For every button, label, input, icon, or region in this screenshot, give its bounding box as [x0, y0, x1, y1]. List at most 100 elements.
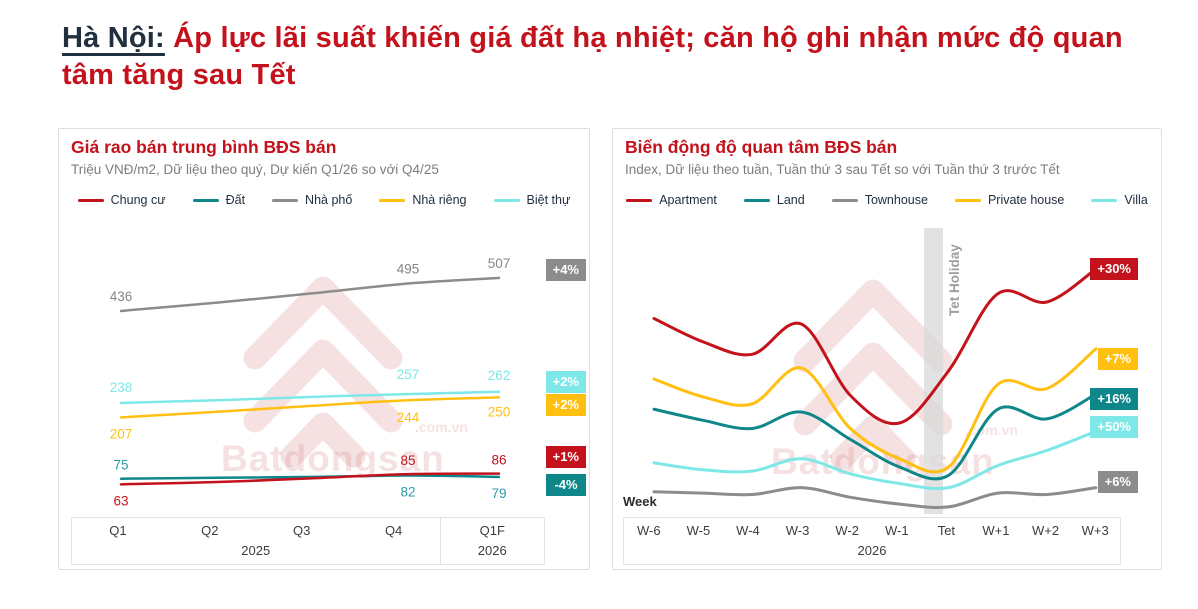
data-label: 85 — [400, 453, 415, 468]
axis-category-label: Tet — [937, 523, 956, 538]
series-line-2 — [119, 276, 501, 313]
price-chart-panel: Giá rao bán trung bình BĐS bán Triệu VNĐ… — [58, 128, 590, 570]
change-badge: +30% — [1090, 258, 1138, 280]
week-axis-label: Week — [623, 494, 657, 509]
page-title: Hà Nội: Áp lực lãi suất khiến giá đất hạ… — [62, 20, 1142, 94]
axis-year-label: 2026 — [857, 543, 887, 558]
data-label: 495 — [397, 262, 420, 277]
axis-year-label: 2025 — [241, 543, 271, 558]
legend-line-marker — [379, 198, 406, 202]
axis-category-label: W+1 — [982, 523, 1010, 538]
change-badge: -4% — [546, 474, 586, 496]
legend-line-marker — [77, 198, 104, 202]
axis-year-label: 2026 — [477, 543, 507, 558]
series-line-3 — [652, 347, 1098, 474]
axis-group: Q1 Q2 Q3 Q4 2025 — [72, 518, 440, 564]
legend-item: Land — [743, 193, 805, 207]
axis-category-label: W-1 — [884, 523, 909, 538]
axis-category-label: W-2 — [835, 523, 859, 538]
legend-line-marker — [954, 198, 981, 202]
legend-line-marker — [831, 198, 858, 202]
data-label: 86 — [491, 453, 506, 468]
page-title-location: Hà Nội: — [62, 22, 165, 54]
axis-category-label: W+3 — [1081, 523, 1109, 538]
legend-item: Nhà riêng — [379, 193, 467, 207]
data-label: 82 — [400, 485, 415, 500]
legend-label: Private house — [987, 193, 1065, 207]
axis-group: W-6 W-5 W-4 W-3 W-2 W-1 Tet W+1 W+2 W+3 2026 — [624, 518, 1120, 564]
price-chart-title: Giá rao bán trung bình BĐS bán — [71, 137, 337, 157]
tet-holiday-annotation: Tet Holiday — [947, 244, 962, 316]
price-chart-plot: Batdongsan .com.vn 63 85 86 75 82 79 436 495 507… — [59, 224, 589, 514]
series-line-1 — [652, 392, 1098, 481]
legend-item: Biệt thự — [493, 193, 571, 207]
axis-category-label: W-4 — [736, 523, 760, 538]
series-line-1 — [119, 474, 501, 480]
data-label: 507 — [488, 256, 511, 271]
change-badge: +50% — [1090, 416, 1138, 438]
axis-category-label: Q1F — [479, 523, 505, 538]
data-label: 257 — [397, 367, 420, 382]
change-badge: +6% — [1097, 471, 1138, 493]
legend-label: Đất — [225, 193, 246, 207]
data-label: 244 — [397, 410, 420, 425]
interest-chart-x-axis: W-6 W-5 W-4 W-3 W-2 W-1 Tet W+1 W+2 W+3 2026 — [623, 517, 1121, 565]
price-chart-subtitle: Triệu VNĐ/m2, Dữ liệu theo quý, Dự kiến … — [71, 162, 439, 177]
tet-holiday-band — [924, 228, 943, 514]
series-line-2 — [652, 486, 1098, 509]
legend-label: Chung cư — [110, 193, 166, 207]
legend-item: Nhà phố — [272, 193, 352, 207]
axis-category-label: Q1 — [109, 523, 127, 538]
legend-label: Nhà phố — [305, 193, 353, 207]
axis-category-label: W+2 — [1032, 523, 1060, 538]
series-line-3 — [119, 396, 501, 419]
legend-line-marker — [743, 198, 770, 202]
legend-label: Apartment — [659, 193, 717, 207]
legend-line-marker — [1091, 198, 1118, 202]
series-line-0 — [652, 267, 1098, 426]
data-label: 250 — [488, 404, 511, 419]
price-chart-legend: Chung cư Đất Nhà phố Nhà riêng Biệt thự — [59, 193, 589, 207]
axis-category-label: Q2 — [201, 523, 219, 538]
page-title-text: Áp lực lãi suất khiến giá đất hạ nhiệt; … — [62, 22, 1123, 91]
change-badge: +2% — [545, 394, 586, 416]
legend-label: Townhouse — [864, 193, 928, 207]
change-badge: +1% — [545, 446, 586, 468]
change-badge: +16% — [1090, 388, 1138, 410]
legend-item: Apartment — [626, 193, 717, 207]
series-line-4 — [119, 390, 501, 405]
data-label: 207 — [110, 426, 133, 441]
data-label: 436 — [110, 289, 133, 304]
legend-label: Biệt thự — [526, 193, 571, 207]
data-label: 79 — [491, 486, 506, 501]
legend-line-marker — [272, 198, 299, 202]
axis-category-label: W-3 — [785, 523, 810, 538]
interest-chart-plot: Batdongsan .com.vn Tet Holiday +30% +16% +… — [613, 224, 1161, 514]
axis-category-label: Q4 — [384, 523, 403, 538]
axis-category-label: W-5 — [686, 523, 711, 538]
change-badge: +2% — [545, 371, 586, 393]
data-label: 75 — [113, 458, 128, 473]
axis-group: Q1F 2026 — [439, 518, 544, 564]
legend-item: Villa — [1091, 193, 1148, 207]
series-line-4 — [652, 429, 1098, 491]
data-label: 262 — [488, 368, 511, 383]
series-line-0 — [119, 472, 501, 486]
legend-item: Townhouse — [831, 193, 928, 207]
interest-chart-panel: Biến động độ quan tâm BĐS bán Index, Dữ … — [612, 128, 1162, 570]
legend-item: Private house — [954, 193, 1065, 207]
axis-category-label: Q3 — [293, 523, 311, 538]
legend-item: Đất — [192, 193, 246, 207]
legend-label: Nhà riêng — [412, 193, 467, 207]
interest-line-chart: Tet Holiday — [652, 228, 1098, 514]
legend-label: Villa — [1124, 193, 1148, 207]
change-badge: +7% — [1097, 348, 1138, 370]
interest-chart-subtitle: Index, Dữ liệu theo tuần, Tuần thứ 3 sau… — [625, 162, 1060, 177]
legend-line-marker — [493, 198, 520, 202]
interest-chart-title: Biến động độ quan tâm BĐS bán — [625, 137, 898, 157]
legend-line-marker — [192, 198, 219, 202]
data-label: 238 — [110, 380, 133, 395]
legend-item: Chung cư — [77, 193, 166, 207]
price-chart-x-axis: Q1 Q2 Q3 Q4 2025 Q1F 2026 — [71, 517, 545, 565]
legend-label: Land — [776, 193, 805, 207]
